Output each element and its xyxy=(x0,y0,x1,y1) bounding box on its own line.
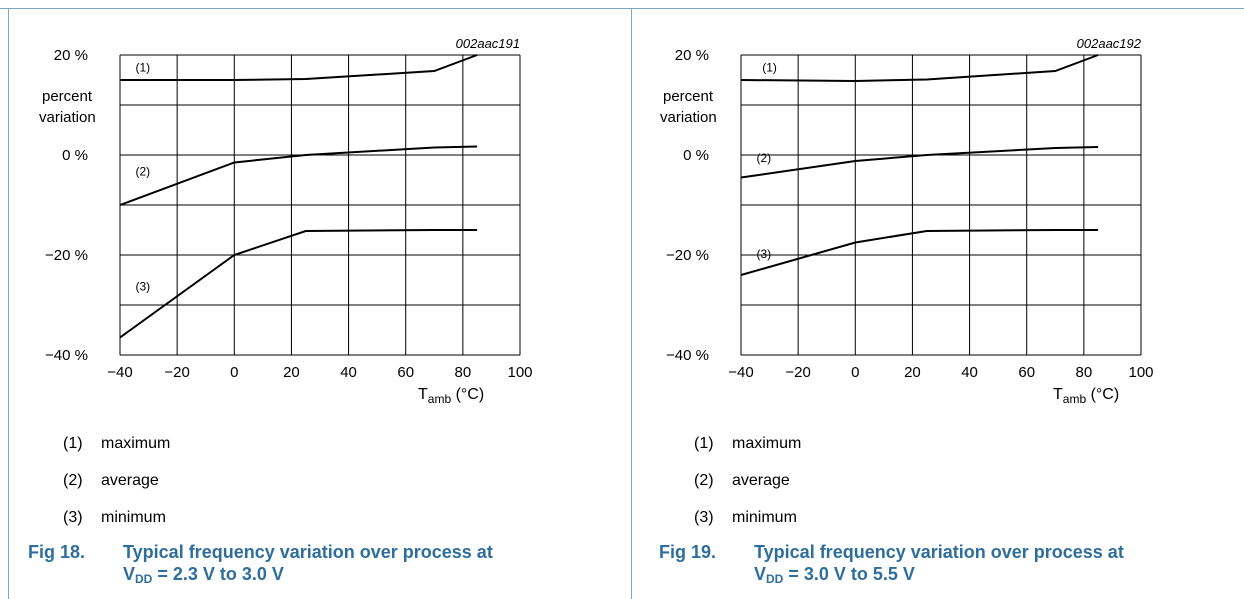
y-tick-label: −20 % xyxy=(666,247,709,264)
x-tick-label: 0 xyxy=(851,364,859,381)
x-tick-label: −40 xyxy=(728,364,753,381)
series-label: (3) xyxy=(757,247,772,261)
series-label: (2) xyxy=(136,165,151,179)
x-tick-label: 80 xyxy=(1076,364,1093,381)
x-axis-label: Tamb (°C) xyxy=(418,386,484,406)
chart-code-label: 002aac192 xyxy=(1077,36,1142,51)
x-tick-label: 80 xyxy=(455,364,472,381)
x-tick-label: 60 xyxy=(397,364,414,381)
note-number: (1) xyxy=(694,435,714,452)
x-tick-label: 40 xyxy=(961,364,978,381)
note-text: average xyxy=(732,472,790,489)
series-line-2 xyxy=(119,145,478,206)
y-tick-label: 0 % xyxy=(683,147,709,164)
note-text: maximum xyxy=(732,435,802,452)
figure-panel-18: −40 −20 0 20 40 60 80 100 20 % 0 % −20 % −40 % (1) (… xyxy=(28,36,533,590)
note-text: minimum xyxy=(101,509,166,526)
y-tick-label: 20 % xyxy=(675,47,709,64)
y-axis-label-line-2: variation xyxy=(39,109,96,126)
figure-panel-19: −40 −20 0 20 40 60 80 100 20 % 0 % −20 % −40 % (1) (… xyxy=(631,0,1244,599)
note-text: minimum xyxy=(732,509,797,526)
figure-title: Typical frequency variation over process… xyxy=(123,542,493,562)
series-line-1 xyxy=(740,54,1099,83)
x-tick-label: −20 xyxy=(785,364,810,381)
y-axis-label-line-1: percent xyxy=(663,88,714,105)
frame-divider xyxy=(631,8,632,599)
note-number: (3) xyxy=(63,509,83,526)
y-axis-label-line-1: percent xyxy=(42,88,93,105)
y-tick-label: −40 % xyxy=(45,347,88,364)
y-tick-label: −20 % xyxy=(45,247,88,264)
series-line-3 xyxy=(740,229,1099,276)
note-number: (3) xyxy=(694,509,714,526)
series-line-2 xyxy=(740,146,1099,179)
note-number: (2) xyxy=(63,472,83,489)
note-text: average xyxy=(101,472,159,489)
chart-code-label: 002aac191 xyxy=(456,36,520,51)
x-axis-label: Tamb (°C) xyxy=(1053,386,1119,406)
series-label: (1) xyxy=(762,61,777,75)
x-tick-label: 100 xyxy=(507,364,532,381)
caption-v-sub: DD xyxy=(766,572,784,586)
y-tick-label: 20 % xyxy=(54,47,88,64)
x-tick-label: −40 xyxy=(107,364,132,381)
note-text: maximum xyxy=(101,435,171,452)
series-label: (2) xyxy=(757,151,772,165)
caption-range: = 2.3 V to 3.0 V xyxy=(152,564,284,584)
y-tick-label: 0 % xyxy=(62,147,88,164)
figure-title-line-2: VDD = 3.0 V to 5.5 V xyxy=(754,563,915,590)
frame-left-border xyxy=(8,8,9,599)
x-tick-label: 20 xyxy=(904,364,921,381)
frame-top-border xyxy=(0,8,1244,9)
series-label: (3) xyxy=(136,280,151,294)
caption-range: = 3.0 V to 5.5 V xyxy=(783,564,915,584)
chart-fig-19: −40 −20 0 20 40 60 80 100 20 % 0 % −20 % −40 % (1) (… xyxy=(660,36,1154,406)
x-tick-label: 20 xyxy=(283,364,300,381)
series-line-3 xyxy=(119,229,478,339)
x-tick-label: 60 xyxy=(1018,364,1035,381)
series-line-1 xyxy=(120,54,478,81)
caption-v: V xyxy=(754,564,767,584)
note-number: (1) xyxy=(63,435,83,452)
figure-number: Fig 18. xyxy=(28,542,86,562)
x-tick-label: −20 xyxy=(164,364,189,381)
y-tick-label: −40 % xyxy=(666,347,709,364)
figure-title-line-2: VDD = 2.3 V to 3.0 V xyxy=(123,563,284,590)
x-tick-label: 100 xyxy=(1128,364,1153,381)
x-tick-label: 40 xyxy=(340,364,357,381)
figure-number: Fig 19. xyxy=(659,542,717,562)
figure-title: Typical frequency variation over process… xyxy=(754,542,1124,562)
series-label: (1) xyxy=(136,61,151,75)
chart-fig-18: −40 −20 0 20 40 60 80 100 20 % 0 % −20 % −40 % (1) (… xyxy=(39,36,533,406)
caption-v-sub: DD xyxy=(135,572,153,586)
y-axis-label-line-2: variation xyxy=(660,109,717,126)
caption-v: V xyxy=(123,564,136,584)
x-tick-label: 0 xyxy=(230,364,238,381)
note-number: (2) xyxy=(694,472,714,489)
